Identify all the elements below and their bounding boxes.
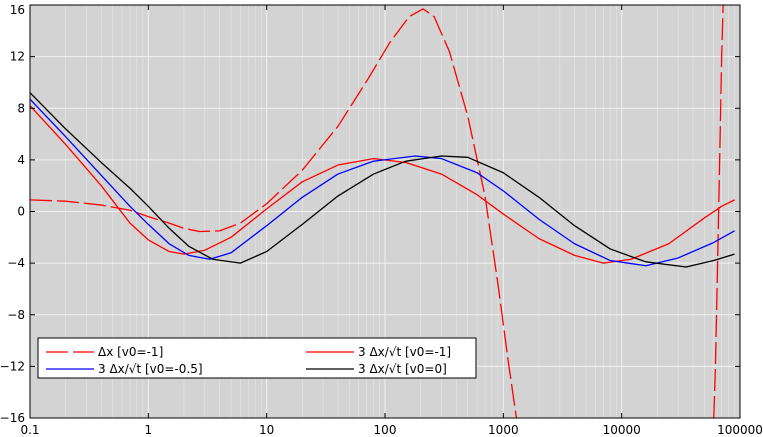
x-tick-label: 1000 [488, 423, 519, 437]
y-tick-label: −8 [7, 308, 25, 322]
series-layer [30, 5, 735, 418]
x-tick-label: 100 [374, 423, 397, 437]
legend-label: 3 Δx/√t [v0=-1] [358, 345, 451, 359]
series-line-0 [30, 8, 518, 418]
legend-label: 3 Δx/√t [v0=0] [358, 362, 447, 376]
x-tick-label: 10 [259, 423, 274, 437]
y-tick-label: −12 [0, 359, 25, 373]
major-grid [29, 4, 741, 419]
y-tick-label: 4 [17, 153, 25, 167]
x-tick-label: 10000 [603, 423, 641, 437]
y-tick-label: 8 [17, 101, 25, 115]
x-tick-label: 1 [145, 423, 153, 437]
axis-ticks [29, 4, 741, 419]
legend-label: Δx [v0=-1] [98, 345, 163, 359]
series-line-1 [713, 5, 724, 418]
y-tick-label: −4 [7, 256, 25, 270]
x-tick-labels: 0.1 1 10 100 1000 10000 100000 [20, 423, 762, 437]
x-tick-label: 0.1 [20, 423, 39, 437]
legend-box [37, 337, 477, 379]
series-line-4 [30, 92, 735, 268]
y-tick-labels: 16 12 8 4 0 −4 −8 −12 −16 [0, 3, 25, 425]
y-tick-label: 0 [17, 205, 25, 219]
y-tick-label: −16 [0, 411, 25, 425]
y-tick-label: 12 [10, 50, 25, 64]
x-tick-label: 100000 [717, 423, 763, 437]
legend: Δx [v0=-1] 3 Δx/√t [v0=-1] 3 Δx/√t [v0=-0.… [37, 337, 477, 379]
series-line-2 [30, 105, 735, 264]
legend-label: 3 Δx/√t [v0=-0.5] [98, 362, 203, 376]
series-line-3 [30, 98, 735, 267]
y-tick-label: 16 [10, 3, 25, 17]
